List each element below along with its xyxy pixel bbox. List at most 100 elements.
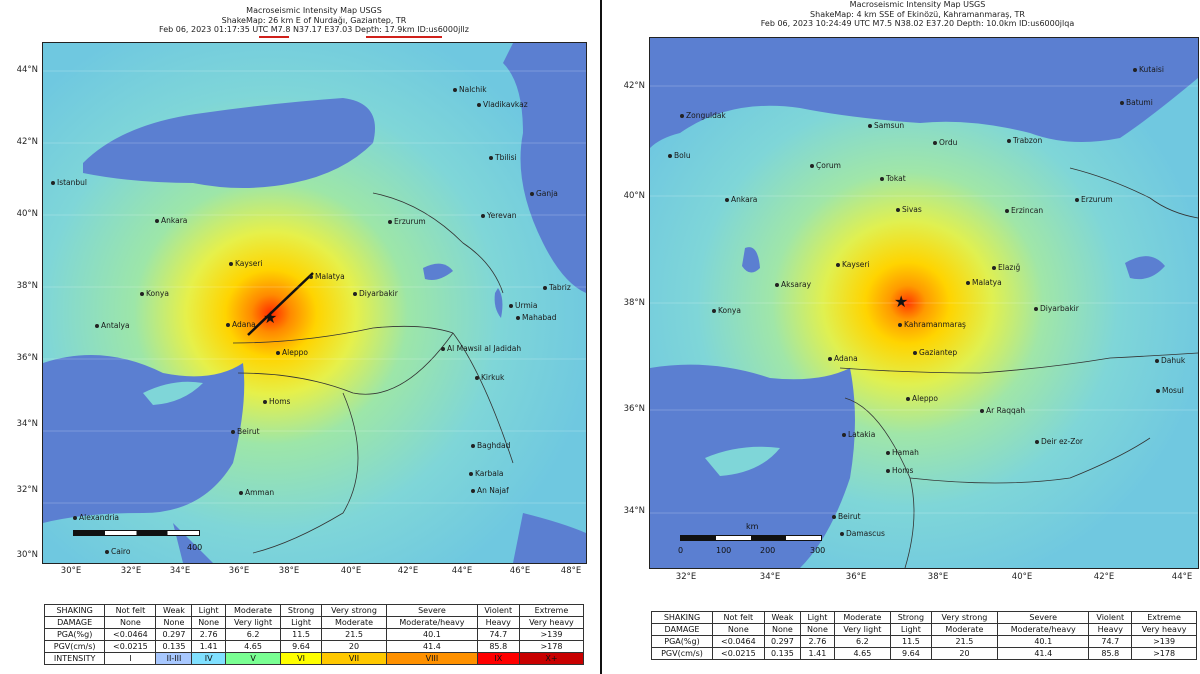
legend-cell: Moderate: [320, 616, 388, 629]
scale-tick: 100: [716, 546, 732, 555]
city-label: Diyarbakir: [353, 289, 398, 298]
depth-underline: [366, 36, 442, 38]
intensity-swatch: VII: [320, 652, 388, 665]
city-label: Aleppo: [276, 348, 308, 357]
left-map-info: Feb 06, 2023 01:17:35 UTC M7.8 N37.17 E3…: [159, 25, 469, 34]
legend-cell: 1.41: [800, 647, 835, 660]
right-map-header: Macroseismic Intensity Map USGS ShakeMap…: [645, 0, 1190, 29]
legend-cell: PGA(%g): [651, 635, 713, 648]
legend-cell: 6.2: [833, 635, 891, 648]
legend-cell: 4.65: [224, 640, 282, 653]
city-label: Latakia: [842, 430, 875, 439]
city-label: Mosul: [1156, 386, 1184, 395]
legend-cell: 74.7: [1088, 635, 1133, 648]
lat-label: 40°N: [623, 191, 645, 201]
right-intensity-map[interactable]: ★ Zonguldak Bolu Ankara Samsun Ordu Trab…: [649, 37, 1199, 569]
legend-cell: 1.41: [191, 640, 226, 653]
legend-cell: 21.5: [930, 635, 999, 648]
legend-cell: PGV(cm/s): [43, 640, 106, 653]
city-label: Kahramanmaraş: [898, 320, 966, 329]
lon-label: 42°E: [397, 566, 419, 576]
legend-cell: 20: [930, 647, 999, 660]
legend-cell: None: [763, 623, 802, 636]
legend-cell: Light: [800, 611, 835, 624]
city-label: Damascus: [840, 529, 885, 538]
legend-cell: >178: [1131, 647, 1197, 660]
lat-label: 34°N: [623, 506, 645, 516]
city-label: Ankara: [155, 216, 187, 225]
intensity-swatch: IV: [191, 652, 226, 665]
legend-cell: Strong: [889, 611, 932, 624]
legend-cell: 21.5: [320, 628, 388, 641]
legend-cell: Very strong: [930, 611, 999, 624]
city-label: Elazığ: [992, 263, 1020, 272]
legend-cell: Very heavy: [1131, 623, 1197, 636]
city-label: Nalchik: [453, 85, 487, 94]
city-label: Kirkuk: [475, 373, 504, 382]
legend-cell: Moderate: [930, 623, 999, 636]
city-label: Ganja: [530, 189, 558, 198]
lat-label: 38°N: [623, 298, 645, 308]
left-map-title: Macroseismic Intensity Map USGS: [246, 6, 382, 15]
intensity-swatch: I: [104, 652, 157, 665]
legend-cell: 41.4: [997, 647, 1090, 660]
lon-label: 34°E: [169, 566, 191, 576]
city-label: Homs: [263, 397, 290, 406]
city-label: Çorum: [810, 161, 841, 170]
legend-cell: Light: [191, 604, 226, 617]
scale-tick: 200: [760, 546, 776, 555]
city-label: Erzincan: [1005, 206, 1043, 215]
city-label: Deir ez-Zor: [1035, 437, 1083, 446]
legend-cell: 40.1: [997, 635, 1090, 648]
right-map-panel: Macroseismic Intensity Map USGS ShakeMap…: [605, 0, 1200, 674]
legend-row-intensity: INTENSITY I II-III IV V VI VII VIII IX X…: [43, 652, 585, 665]
legend-cell: 9.64: [889, 647, 932, 660]
legend-row-pgv: PGV(cm/s) <0.0215 0.135 1.41 4.65 9.64 20 41.4 8…: [651, 647, 1197, 660]
legend-cell: >139: [518, 628, 585, 641]
legend-cell: >139: [1131, 635, 1197, 648]
left-map-shakemap: ShakeMap: 26 km E of Nurdağı, Gaziantep,…: [221, 15, 407, 25]
city-label: Alexandria: [73, 513, 119, 522]
right-scale-bar: [680, 535, 822, 541]
lon-label: 32°E: [675, 572, 697, 582]
lon-label: 46°E: [509, 566, 531, 576]
right-map-shakemap: ShakeMap: 4 km SSE of Ekinözü, Kahramanm…: [810, 9, 1025, 19]
city-label: Dahuk: [1155, 356, 1185, 365]
left-scale-label: 400: [187, 543, 203, 552]
lat-label: 42°N: [623, 81, 645, 91]
city-label: Ankara: [725, 195, 757, 204]
legend-cell: Severe: [386, 604, 478, 617]
legend-cell: 9.64: [280, 640, 322, 653]
legend-row-shaking: SHAKING Not felt Weak Light Moderate Strong Ve…: [43, 604, 585, 617]
legend-cell: 0.297: [155, 628, 193, 641]
lon-label: 48°E: [560, 566, 582, 576]
legend-cell: 40.1: [386, 628, 478, 641]
left-intensity-map[interactable]: ★ Istanbul Ankara Kayseri Konya Antalya …: [42, 42, 587, 564]
city-label: Beirut: [832, 512, 861, 521]
city-label: Malatya: [309, 272, 345, 281]
intensity-swatch: V: [224, 652, 282, 665]
right-legend-table: SHAKING Not felt Weak Light Moderate Strong Ve…: [651, 611, 1197, 660]
legend-cell: 85.8: [476, 640, 520, 653]
legend-row-pgv: PGV(cm/s) <0.0215 0.135 1.41 4.65 9.64 20 41.4 8…: [43, 640, 585, 653]
city-label: Mahabad: [516, 313, 557, 322]
legend-cell: Very light: [833, 623, 891, 636]
legend-cell: <0.0215: [711, 647, 765, 660]
city-label: Adana: [226, 320, 256, 329]
legend-row-pga: PGA(%g) <0.0464 0.297 2.76 6.2 11.5 21.5 40.1 74…: [43, 628, 585, 641]
legend-cell: Not felt: [711, 611, 765, 624]
legend-cell: Moderate/heavy: [997, 623, 1090, 636]
city-label: Erzurum: [388, 217, 426, 226]
city-label: Baghdad: [471, 441, 510, 450]
legend-cell: Weak: [155, 604, 193, 617]
legend-cell: None: [104, 616, 157, 629]
scale-tick: 300: [810, 546, 826, 555]
city-label: Amman: [239, 488, 274, 497]
lat-label: 36°N: [16, 353, 38, 363]
legend-cell: Heavy: [476, 616, 520, 629]
legend-cell: Heavy: [1088, 623, 1133, 636]
legend-cell: Weak: [763, 611, 802, 624]
lon-label: 44°E: [1171, 572, 1193, 582]
city-label: Karbala: [469, 469, 504, 478]
city-label: Diyarbakir: [1034, 304, 1079, 313]
